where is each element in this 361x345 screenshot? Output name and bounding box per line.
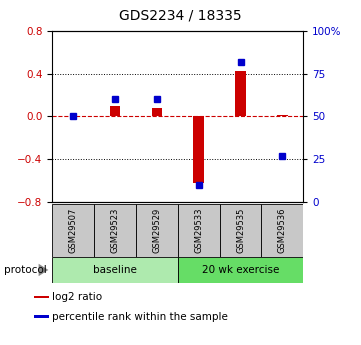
Bar <box>219 204 261 257</box>
Bar <box>110 106 120 117</box>
Text: protocol: protocol <box>4 265 46 275</box>
Bar <box>277 115 288 117</box>
Bar <box>136 204 178 257</box>
Bar <box>178 204 219 257</box>
Text: GSM29533: GSM29533 <box>194 208 203 253</box>
Text: GDS2234 / 18335: GDS2234 / 18335 <box>119 9 242 23</box>
Text: GSM29523: GSM29523 <box>110 208 119 253</box>
Bar <box>52 204 94 257</box>
Bar <box>52 257 178 283</box>
Text: 20 wk exercise: 20 wk exercise <box>202 265 279 275</box>
Text: log2 ratio: log2 ratio <box>52 292 102 302</box>
Bar <box>152 108 162 117</box>
Bar <box>193 117 204 183</box>
Bar <box>94 204 136 257</box>
Text: percentile rank within the sample: percentile rank within the sample <box>52 312 228 322</box>
Text: GSM29535: GSM29535 <box>236 208 245 253</box>
Bar <box>235 70 246 117</box>
Text: GSM29536: GSM29536 <box>278 208 287 253</box>
Text: GSM29507: GSM29507 <box>69 208 78 253</box>
Text: baseline: baseline <box>93 265 137 275</box>
Bar <box>178 257 303 283</box>
Bar <box>34 296 49 298</box>
Bar <box>261 204 303 257</box>
Bar <box>34 315 49 318</box>
Text: GSM29529: GSM29529 <box>152 208 161 253</box>
Polygon shape <box>39 264 48 276</box>
